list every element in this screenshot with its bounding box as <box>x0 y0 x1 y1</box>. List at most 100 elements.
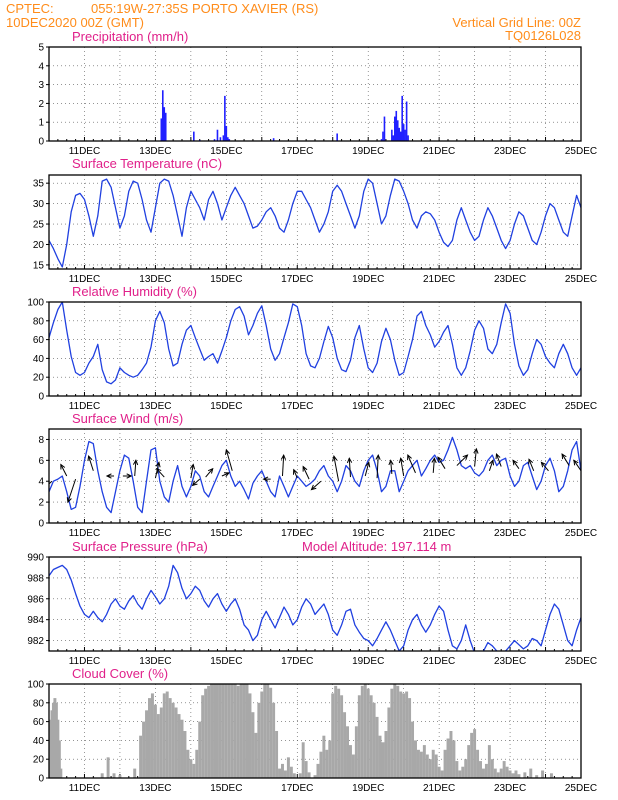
wind-vector <box>191 478 201 487</box>
cloud-bar <box>153 704 157 778</box>
wind-vector-shaft <box>190 464 194 479</box>
wind-vector-head <box>207 467 214 474</box>
precip-ytick-label: 1 <box>38 118 44 129</box>
cloud-bar <box>399 691 403 778</box>
cloud-bar <box>366 688 370 778</box>
cloud-bar <box>369 695 373 778</box>
cloud-bar <box>443 749 447 778</box>
wind-vector <box>456 454 469 466</box>
wind-vector <box>495 452 502 467</box>
cloud-bar <box>260 691 264 778</box>
temperature-xtick-label: 17DEC <box>281 274 313 285</box>
wind-vector-head <box>561 453 567 460</box>
wind-line <box>49 436 581 514</box>
pressure-xtick-label: 23DEC <box>494 656 526 667</box>
humidity-ytick-label: 80 <box>33 316 45 327</box>
wind-vector <box>473 447 479 467</box>
pressure-line <box>49 564 581 651</box>
pressure-xtick-label: 13DEC <box>139 656 171 667</box>
cloud-bar <box>419 751 423 778</box>
precip-xtick-label: 13DEC <box>139 146 171 157</box>
wind-vector <box>437 456 446 469</box>
cloud-bar <box>156 714 160 778</box>
pressure-xtick-label: 17DEC <box>281 656 313 667</box>
cloud-bar <box>168 698 172 778</box>
cloud-bar <box>316 763 320 778</box>
wind-vector-head <box>365 461 371 468</box>
cloud-bar <box>236 685 240 778</box>
wind-vector-head <box>224 448 231 455</box>
wind-vector-head <box>87 455 93 462</box>
cloud-bar <box>464 759 468 778</box>
wind-vector <box>310 480 322 491</box>
wind-vector-shaft <box>302 466 310 480</box>
precip-bar <box>227 137 229 141</box>
wind-vector <box>205 467 214 478</box>
cloud-bar <box>221 684 225 778</box>
header-source: CPTEC: <box>6 1 54 16</box>
cloud-bar <box>195 749 199 778</box>
cloud-bar <box>139 735 143 778</box>
cloud-bar <box>254 732 258 778</box>
wind-vector <box>224 448 233 471</box>
cloud-bar <box>408 698 412 778</box>
pressure-ytick-label: 986 <box>27 594 44 605</box>
wind-series <box>49 436 581 514</box>
wind-vector-shaft <box>456 454 468 466</box>
precip-xtick-label: 25DEC <box>565 146 597 157</box>
wind-vector <box>364 461 371 477</box>
cloud-bar <box>461 766 465 778</box>
wind-vector-shaft <box>541 462 549 472</box>
wind-vector <box>375 453 381 479</box>
wind-vector-shaft <box>60 464 68 477</box>
cloud-bar <box>378 735 382 778</box>
header-code: TQ0126L028 <box>505 28 581 43</box>
pressure-ytick-label: 988 <box>27 573 44 584</box>
cloud-bar <box>357 695 361 778</box>
cloud-xtick-label: 15DEC <box>210 783 242 794</box>
cloud-bar <box>414 740 417 778</box>
cloud-bar <box>266 684 270 778</box>
cloud-bar <box>514 770 518 778</box>
pressure-title: Surface Pressure (hPa) <box>72 539 208 554</box>
cloud-bar <box>437 766 441 778</box>
temperature-title: Surface Temperature (nC) <box>72 156 222 171</box>
wind-vector-head <box>332 455 338 462</box>
cloud-bar <box>230 684 234 778</box>
precip-bar <box>164 112 167 141</box>
wind-xtick-label: 15DEC <box>210 528 242 539</box>
wind-vector-shaft <box>134 460 137 477</box>
wind-xtick-label: 19DEC <box>352 528 384 539</box>
cloud-bar <box>425 754 429 778</box>
precip-series <box>160 90 409 141</box>
wind-vector <box>431 457 437 473</box>
wind-vector <box>221 472 231 477</box>
precip-bar <box>405 101 408 141</box>
cloud-series <box>49 684 553 778</box>
pressure-xtick-label: 11DEC <box>69 656 101 667</box>
cloud-bar <box>334 685 338 778</box>
wind-vector <box>388 459 394 474</box>
wind-ytick-label: 2 <box>38 498 44 509</box>
precip-bar <box>399 131 402 141</box>
pressure-ytick-label: 984 <box>27 615 44 626</box>
cloud-bar <box>292 773 296 778</box>
wind-vector-shaft <box>390 460 393 474</box>
wind-vector <box>122 473 133 479</box>
humidity-xtick-label: 25DEC <box>565 401 597 412</box>
precipitation-panel: Precipitation (mm/h) 0 1 2 3 4 5 11DEC 13DEC 15DE… <box>38 29 597 157</box>
cloud-bar <box>484 763 488 778</box>
wind-vector-head <box>155 467 162 474</box>
wind-vector-head <box>462 454 469 460</box>
cloud-bar <box>473 729 477 778</box>
wind-vector-head <box>105 473 112 479</box>
temperature-ytick-label: 25 <box>33 220 45 231</box>
wind-vector <box>540 461 549 472</box>
cloud-xtick-label: 17DEC <box>281 783 313 794</box>
wind-vector <box>573 459 581 472</box>
wind-xtick-label: 13DEC <box>139 528 171 539</box>
wind-vector-head <box>375 453 381 460</box>
cloud-bar <box>446 738 450 778</box>
wind-vector-head <box>223 472 231 477</box>
